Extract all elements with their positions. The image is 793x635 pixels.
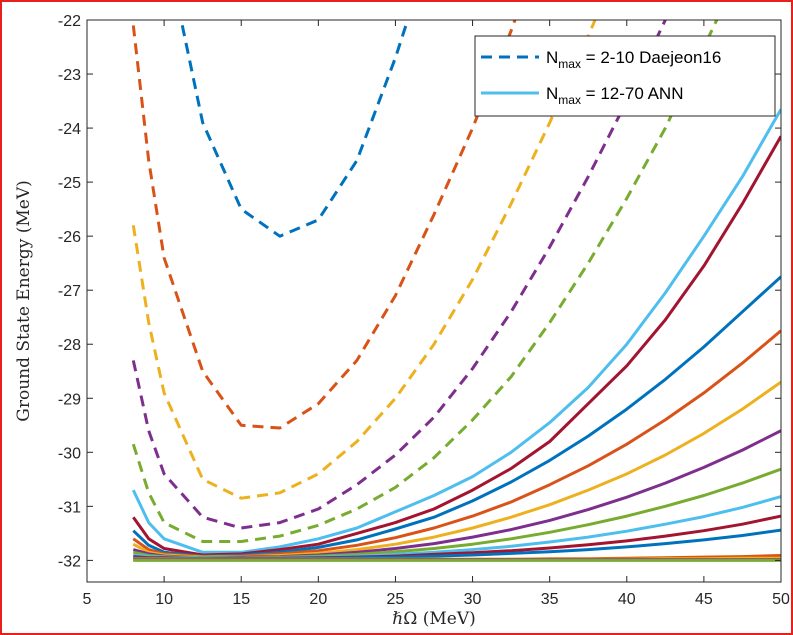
tick-layer: 5 10 15 20 25 30 35 40 45 50 -32 -31 -30 -29 -28 -27 -26… — [58, 13, 790, 608]
series-line-5 — [131, 20, 719, 543]
y-axis-label: Ground State Energy (MeV) — [14, 180, 34, 421]
y-tick-label: -24 — [58, 121, 81, 138]
x-tick-label: 35 — [541, 591, 559, 608]
y-tick-label: -29 — [58, 391, 81, 408]
y-tick-label: -30 — [58, 445, 81, 462]
y-tick-label: -32 — [58, 553, 81, 570]
series-layer — [131, 20, 781, 562]
x-tick-label: 50 — [772, 591, 790, 608]
x-axis-label: ℏΩ (MeV) — [392, 609, 475, 629]
legend-label-1: Nmax = 2-10 Daejeon16 — [546, 48, 721, 71]
series-line-6 — [131, 108, 781, 554]
y-tick-label: -28 — [58, 337, 81, 354]
y-tick-label: -27 — [58, 283, 81, 300]
legend-label-2: Nmax = 12-70 ANN — [546, 84, 683, 107]
series-line-3 — [131, 20, 597, 500]
y-tick-label: -22 — [58, 13, 81, 30]
series-line-1 — [179, 20, 410, 238]
y-tick-label: -25 — [58, 175, 81, 192]
legend: Nmax = 2-10 Daejeon16 Nmax = 12-70 ANN — [474, 35, 776, 117]
x-tick-label: 45 — [695, 591, 713, 608]
x-tick-label: 10 — [155, 591, 173, 608]
x-tick-label: 20 — [309, 591, 327, 608]
x-tick-label: 25 — [387, 591, 405, 608]
legend-box — [474, 35, 776, 117]
x-tick-label: 40 — [618, 591, 636, 608]
x-tick-label: 5 — [83, 591, 92, 608]
plot-box — [86, 19, 782, 583]
y-tick-label: -31 — [58, 499, 81, 516]
x-tick-label: 30 — [464, 591, 482, 608]
x-tick-label: 15 — [232, 591, 250, 608]
series-line-2 — [131, 20, 517, 430]
y-tick-label: -26 — [58, 229, 81, 246]
legend-entries: Nmax = 2-10 Daejeon16 Nmax = 12-70 ANN — [481, 48, 721, 107]
y-tick-label: -23 — [58, 67, 81, 84]
